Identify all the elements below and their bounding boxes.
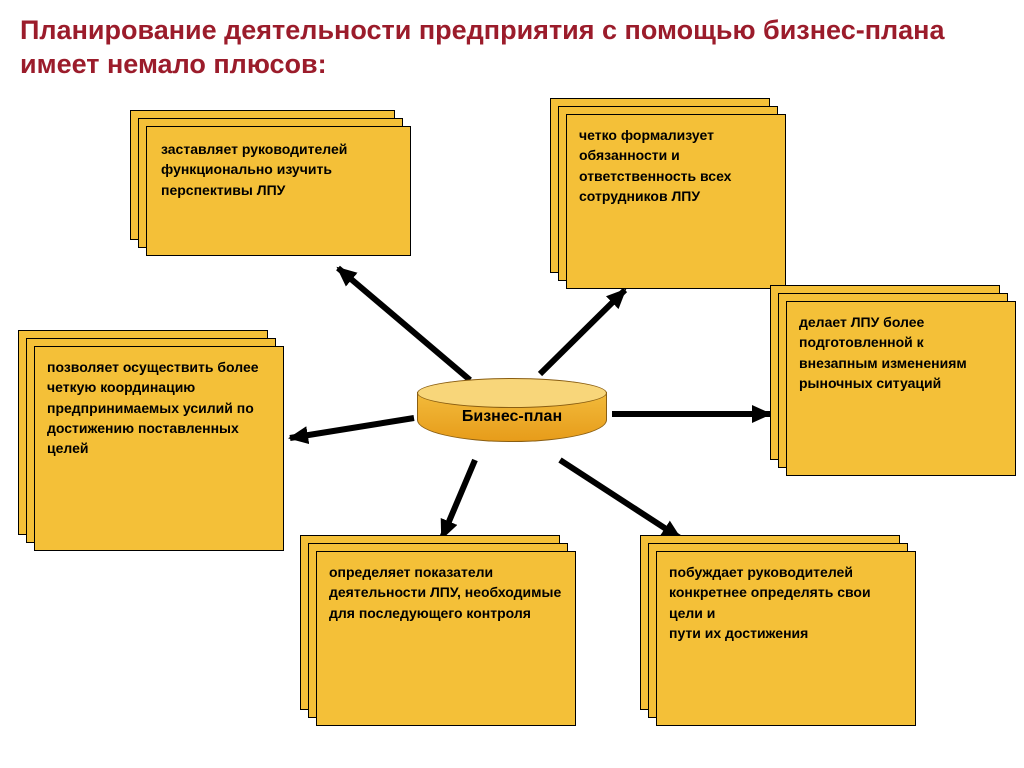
- note-front: четко формализует обязанности и ответств…: [566, 114, 786, 289]
- note-text: побуждает руководителей конкретнее опред…: [669, 562, 903, 643]
- note-left: позволяет осуществить более четкую коорд…: [18, 330, 284, 551]
- note-front: побуждает руководителей конкретнее опред…: [656, 551, 916, 726]
- cylinder-top: [417, 378, 607, 408]
- note-text: делает ЛПУ более подготовленной к внезап…: [799, 312, 1003, 393]
- note-front: определяет показатели деятельности ЛПУ, …: [316, 551, 576, 726]
- note-right: делает ЛПУ более подготовленной к внезап…: [770, 285, 1016, 476]
- center-label: Бизнес-план: [417, 408, 607, 426]
- arrow-1: [540, 290, 625, 374]
- diagram-stage: Бизнес-план заставляет руководителей фун…: [0, 0, 1024, 768]
- note-front: позволяет осуществить более четкую коорд…: [34, 346, 284, 551]
- note-bottom-left: определяет показатели деятельности ЛПУ, …: [300, 535, 576, 726]
- arrow-5: [290, 418, 414, 438]
- note-front: заставляет руководителей функционально и…: [146, 126, 411, 256]
- note-text: определяет показатели деятельности ЛПУ, …: [329, 562, 563, 623]
- note-top-left: заставляет руководителей функционально и…: [130, 110, 411, 256]
- note-text: заставляет руководителей функционально и…: [161, 139, 396, 200]
- note-front: делает ЛПУ более подготовленной к внезап…: [786, 301, 1016, 476]
- arrow-3: [442, 460, 475, 538]
- note-bottom-right: побуждает руководителей конкретнее опред…: [640, 535, 916, 726]
- arrow-0: [338, 268, 470, 380]
- arrow-4: [560, 460, 680, 538]
- note-top-right: четко формализует обязанности и ответств…: [550, 98, 786, 289]
- center-cylinder: Бизнес-план: [417, 378, 607, 456]
- note-text: четко формализует обязанности и ответств…: [579, 125, 773, 206]
- note-text: позволяет осуществить более четкую коорд…: [47, 357, 271, 458]
